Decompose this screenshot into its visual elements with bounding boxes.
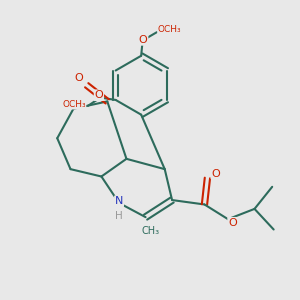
Text: O: O	[211, 169, 220, 178]
Text: O: O	[139, 35, 148, 45]
Text: O: O	[94, 90, 103, 100]
Text: CH₃: CH₃	[142, 226, 160, 236]
Text: H: H	[115, 211, 123, 221]
Text: O: O	[74, 73, 83, 83]
Text: OCH₃: OCH₃	[158, 26, 182, 34]
Text: OCH₃: OCH₃	[62, 100, 86, 109]
Text: N: N	[115, 196, 123, 206]
Text: O: O	[228, 218, 237, 228]
